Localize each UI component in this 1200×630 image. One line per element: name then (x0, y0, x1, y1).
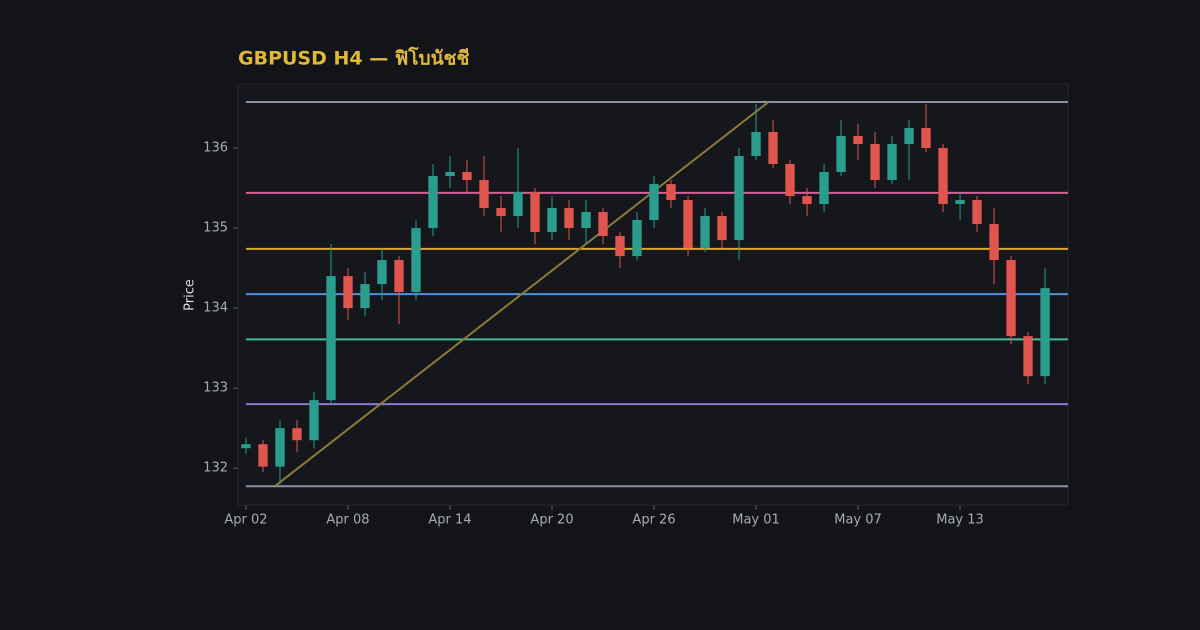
y-tick-label: 136 (203, 141, 228, 156)
candle-body (887, 144, 897, 181)
candle-body (445, 172, 455, 177)
chart-title: GBPUSD H4 — ฟิโบนัชชี (238, 47, 469, 70)
x-tick-label: Apr 08 (326, 513, 369, 528)
candle-body (598, 212, 608, 237)
candle-body (666, 184, 676, 201)
candle-body (870, 144, 880, 181)
candle-body (989, 224, 999, 261)
candle-body (496, 208, 506, 217)
candle-body (581, 212, 591, 229)
x-tick-label: Apr 26 (632, 513, 675, 528)
candle-body (751, 132, 761, 157)
candle-body (768, 132, 778, 165)
x-tick-label: Apr 14 (428, 513, 471, 528)
candle-body (479, 180, 489, 209)
candle-body (411, 228, 421, 293)
x-tick-label: May 07 (834, 513, 882, 528)
candle-body (1006, 260, 1016, 337)
candle-body (241, 444, 251, 449)
candle-body (632, 220, 642, 257)
candle-body (547, 208, 557, 233)
candle-body (275, 428, 285, 467)
candle-body (955, 200, 965, 205)
candle-body (343, 276, 353, 309)
candle-body (615, 236, 625, 257)
x-tick-label: May 13 (936, 513, 984, 528)
candle-body (938, 148, 948, 205)
candle-body (428, 176, 438, 229)
y-tick-label: 135 (203, 221, 228, 236)
candle-body (972, 200, 982, 225)
candle-body (734, 156, 744, 241)
candle-body (819, 172, 829, 205)
candle-body (700, 216, 710, 249)
candle-body (309, 400, 319, 441)
candle-body (649, 184, 659, 221)
candle-body (836, 136, 846, 173)
candle-body (683, 200, 693, 249)
candle-body (785, 164, 795, 197)
candle-body (462, 172, 472, 181)
candle-body (326, 276, 336, 401)
x-tick-label: Apr 20 (530, 513, 573, 528)
candle-body (853, 136, 863, 145)
candle-body (258, 444, 268, 467)
candle-body (564, 208, 574, 229)
candle-body (394, 260, 404, 293)
candle-body (717, 216, 727, 241)
candle-body (513, 192, 523, 217)
y-tick-label: 133 (203, 381, 228, 396)
candle-body (904, 128, 914, 145)
candle-body (292, 428, 302, 441)
y-tick-label: 134 (203, 301, 228, 316)
x-tick-label: Apr 02 (224, 513, 267, 528)
y-tick-label: 132 (203, 461, 228, 476)
candle-body (802, 196, 812, 205)
candle-body (377, 260, 387, 285)
y-axis-label: Price (183, 279, 198, 311)
candle-body (921, 128, 931, 149)
candle-body (530, 192, 540, 233)
candle-body (360, 284, 370, 309)
trend-line (274, 101, 770, 487)
candle-body (1023, 336, 1033, 377)
x-tick-label: May 01 (732, 513, 780, 528)
candle-body (1040, 288, 1050, 377)
